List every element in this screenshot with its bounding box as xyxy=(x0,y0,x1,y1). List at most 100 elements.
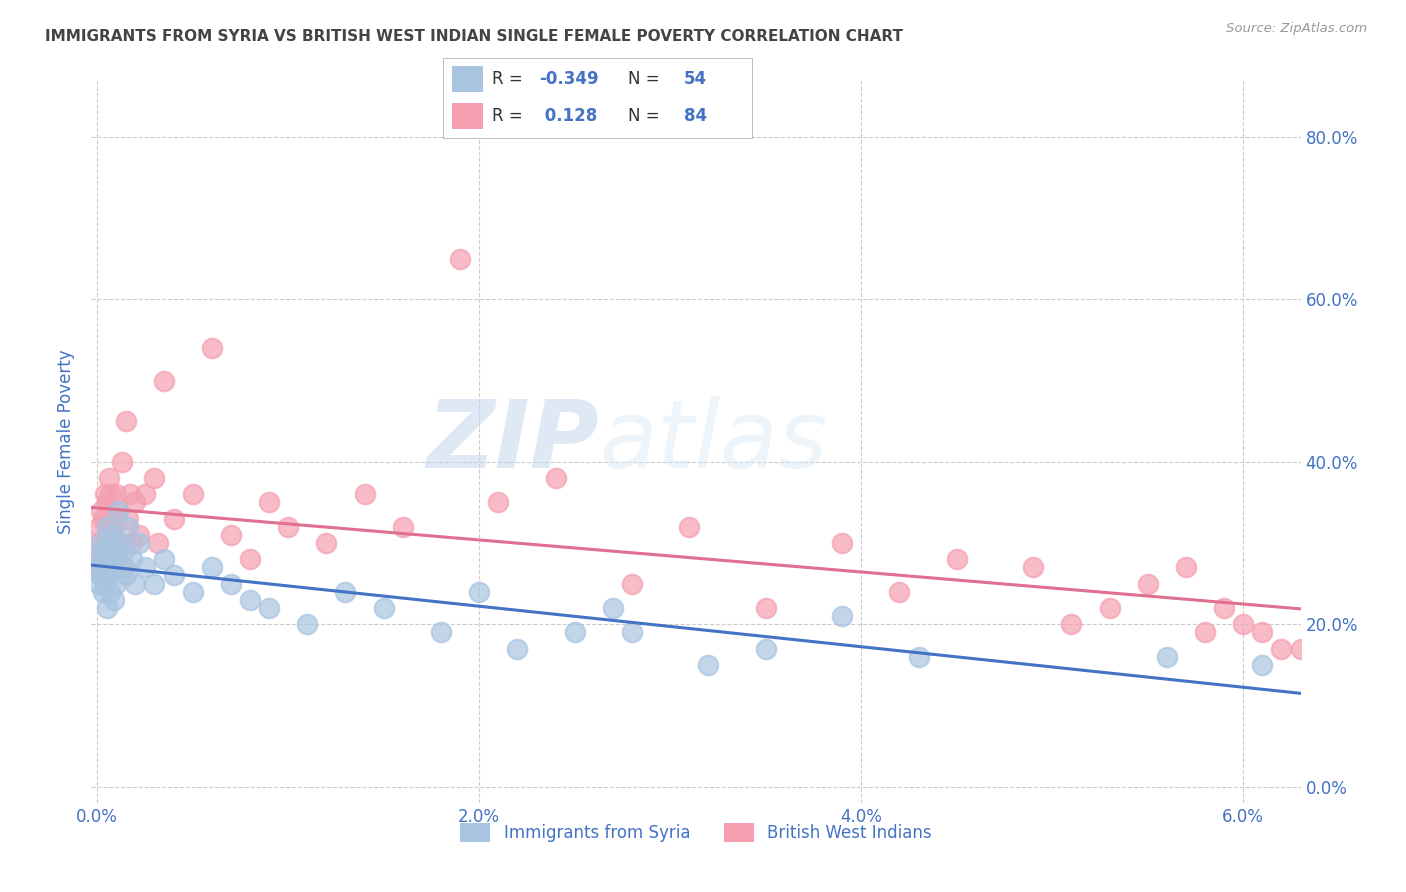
Point xyxy=(105,576,128,591)
Point xyxy=(87,560,110,574)
Point xyxy=(148,536,170,550)
Point xyxy=(373,601,395,615)
Point xyxy=(87,560,110,574)
Point xyxy=(239,592,262,607)
Point xyxy=(91,544,114,558)
Point xyxy=(96,601,118,615)
Point xyxy=(100,552,122,566)
Point xyxy=(87,576,110,591)
Legend: Immigrants from Syria, British West Indians: Immigrants from Syria, British West Indi… xyxy=(454,816,938,848)
Point xyxy=(889,584,911,599)
Point xyxy=(391,520,413,534)
Point xyxy=(755,641,778,656)
Point xyxy=(101,560,124,574)
Point xyxy=(121,536,143,550)
Point xyxy=(1251,657,1274,672)
Point xyxy=(1156,649,1178,664)
Point xyxy=(124,495,146,509)
Point xyxy=(87,552,110,566)
Point xyxy=(134,487,156,501)
Point xyxy=(1251,625,1274,640)
Point xyxy=(335,584,357,599)
Point xyxy=(134,560,156,574)
Point xyxy=(907,649,929,664)
Point xyxy=(201,341,224,355)
Point xyxy=(1289,641,1312,656)
Point xyxy=(162,568,184,582)
Point xyxy=(239,552,262,566)
Point xyxy=(87,552,110,566)
Point xyxy=(831,536,853,550)
Point xyxy=(1213,601,1236,615)
Point xyxy=(124,576,146,591)
Text: R =: R = xyxy=(492,70,529,87)
Point xyxy=(117,511,139,525)
Text: -0.349: -0.349 xyxy=(538,70,599,87)
Point xyxy=(105,544,128,558)
Point xyxy=(1022,560,1045,574)
Point xyxy=(97,471,120,485)
Point xyxy=(449,252,471,266)
Point xyxy=(257,495,280,509)
Point xyxy=(96,560,118,574)
Point xyxy=(162,511,184,525)
Point xyxy=(257,601,280,615)
Text: Source: ZipAtlas.com: Source: ZipAtlas.com xyxy=(1226,22,1367,36)
Point xyxy=(697,657,720,672)
Point xyxy=(94,552,117,566)
Point xyxy=(128,536,150,550)
Point xyxy=(90,503,112,517)
Text: N =: N = xyxy=(628,70,665,87)
Point xyxy=(181,487,204,501)
Point xyxy=(181,584,204,599)
Point xyxy=(90,568,112,582)
Point xyxy=(105,487,128,501)
Point xyxy=(101,511,124,525)
Point xyxy=(430,625,453,640)
Point xyxy=(101,528,124,542)
Point xyxy=(143,471,166,485)
Point xyxy=(128,528,150,542)
Point xyxy=(506,641,529,656)
Point xyxy=(831,609,853,624)
Point xyxy=(91,544,114,558)
Point xyxy=(90,568,112,582)
Point xyxy=(96,560,118,574)
Text: IMMIGRANTS FROM SYRIA VS BRITISH WEST INDIAN SINGLE FEMALE POVERTY CORRELATION C: IMMIGRANTS FROM SYRIA VS BRITISH WEST IN… xyxy=(45,29,903,44)
Point xyxy=(353,487,375,501)
Point xyxy=(564,625,586,640)
Point xyxy=(96,520,118,534)
Point xyxy=(1194,625,1216,640)
Point xyxy=(111,560,134,574)
FancyBboxPatch shape xyxy=(453,66,484,92)
Point xyxy=(94,576,117,591)
Point xyxy=(97,536,120,550)
Point xyxy=(108,536,131,550)
Point xyxy=(1060,617,1083,632)
Point xyxy=(1232,617,1254,632)
Point xyxy=(755,601,778,615)
Point xyxy=(96,528,118,542)
Point xyxy=(91,584,114,599)
Text: 54: 54 xyxy=(685,70,707,87)
Point xyxy=(114,568,136,582)
Text: 84: 84 xyxy=(685,107,707,125)
Point xyxy=(90,536,112,550)
Point xyxy=(100,584,122,599)
Point xyxy=(121,552,143,566)
Point xyxy=(86,536,108,550)
Point xyxy=(107,503,129,517)
Point xyxy=(1136,576,1159,591)
Point xyxy=(105,552,128,566)
Point xyxy=(91,511,114,525)
Point xyxy=(112,560,135,574)
Point xyxy=(620,625,643,640)
Point xyxy=(219,576,242,591)
Point xyxy=(112,544,135,558)
Point xyxy=(219,528,242,542)
Point xyxy=(315,536,337,550)
Point xyxy=(118,487,141,501)
Point xyxy=(1098,601,1121,615)
Point xyxy=(201,560,224,574)
FancyBboxPatch shape xyxy=(453,103,484,128)
